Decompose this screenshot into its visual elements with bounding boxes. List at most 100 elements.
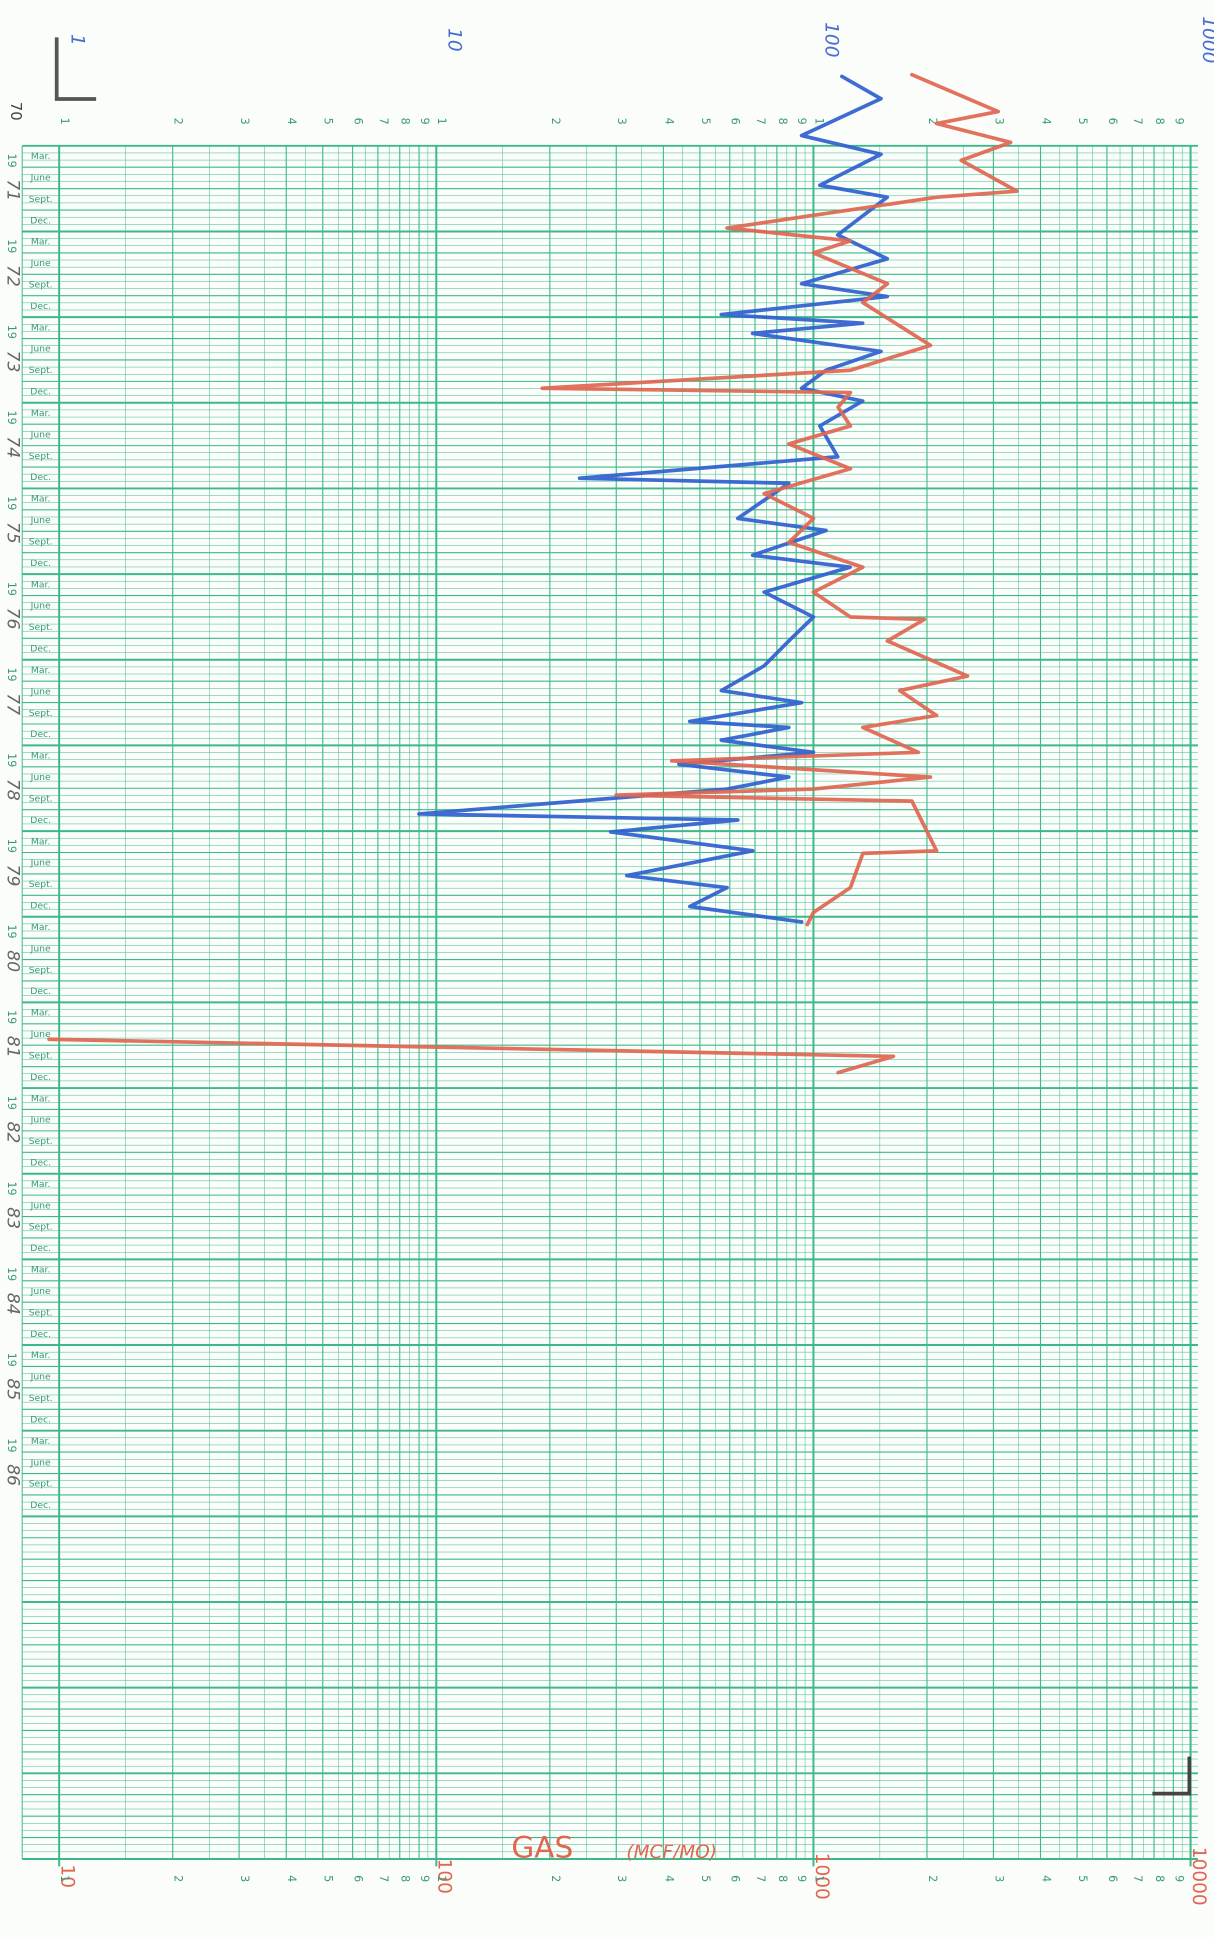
- month-label: Sept.: [29, 1479, 53, 1490]
- century-label: 19: [5, 924, 18, 938]
- month-label: Dec.: [30, 1158, 51, 1169]
- x-tick-label: 10: [444, 28, 465, 52]
- minor-tick-label: 8: [1153, 1875, 1166, 1882]
- century-label: 19: [5, 1181, 18, 1195]
- month-label: June: [30, 1372, 51, 1383]
- century-label: 19: [5, 411, 18, 425]
- month-label: Sept.: [29, 1136, 53, 1147]
- century-label: 19: [5, 496, 18, 510]
- corner-mark: [1152, 1756, 1192, 1796]
- minor-tick-label: 6: [352, 118, 365, 125]
- month-label: Mar.: [31, 408, 51, 419]
- year-label: 72: [2, 265, 22, 287]
- month-label: June: [30, 344, 51, 355]
- marks: [47, 72, 1019, 1075]
- century-label: 19: [5, 154, 18, 168]
- month-label: June: [30, 1029, 51, 1040]
- month-label: June: [30, 686, 51, 697]
- month-label: June: [30, 943, 51, 954]
- minor-tick-label: 4: [285, 1875, 298, 1882]
- month-label: Mar.: [31, 836, 51, 847]
- month-label: Mar.: [31, 922, 51, 933]
- century-label: 19: [5, 667, 18, 681]
- minor-tick-label: 7: [1131, 118, 1144, 125]
- minor-tick-label: 1: [812, 1875, 825, 1882]
- minor-tick-label: 3: [992, 1875, 1005, 1882]
- month-label: June: [30, 1457, 51, 1468]
- minor-tick-label: 3: [238, 1875, 251, 1882]
- minor-tick-label: 8: [1153, 118, 1166, 125]
- month-label: Dec.: [30, 1072, 51, 1083]
- month-label: Sept.: [29, 194, 53, 205]
- month-label: Dec.: [30, 1414, 51, 1425]
- minor-tick-label: 8: [399, 118, 412, 125]
- century-label: 19: [5, 753, 18, 767]
- month-label: Sept.: [29, 1393, 53, 1404]
- century-label: 19: [5, 239, 18, 253]
- month-label: Dec.: [30, 1329, 51, 1340]
- month-label: Dec.: [30, 472, 51, 483]
- x2-tick-label: 100: [434, 1859, 455, 1894]
- month-label: June: [30, 772, 51, 783]
- minor-tick-label: 6: [729, 1875, 742, 1882]
- month-label: Mar.: [31, 1008, 51, 1019]
- minor-tick-label: 1: [435, 1875, 448, 1882]
- year-label: 81: [2, 1036, 22, 1058]
- minor-tick-label: 8: [776, 118, 789, 125]
- month-label: June: [30, 429, 51, 440]
- month-label: Dec.: [30, 729, 51, 740]
- month-label: Dec.: [30, 387, 51, 398]
- minor-tick-label: 3: [238, 118, 251, 125]
- minor-tick-label: 8: [399, 1875, 412, 1882]
- century-label: 19: [5, 582, 18, 596]
- year-label: 79: [2, 864, 22, 886]
- minor-tick-label: 9: [795, 118, 808, 125]
- month-label: June: [30, 258, 51, 269]
- month-label: Dec.: [30, 644, 51, 655]
- month-label: Sept.: [29, 879, 53, 890]
- month-label: June: [30, 172, 51, 183]
- month-label: Mar.: [31, 1436, 51, 1447]
- year-label: 73: [2, 351, 22, 373]
- month-label: Sept.: [29, 280, 53, 291]
- minor-tick-label: 7: [377, 1875, 390, 1882]
- month-label: Sept.: [29, 1222, 53, 1233]
- month-label: Dec.: [30, 215, 51, 226]
- minor-tick-label: 3: [615, 1875, 628, 1882]
- month-label: Dec.: [30, 558, 51, 569]
- minor-tick-label: 9: [1172, 1875, 1185, 1882]
- month-label: Dec.: [30, 815, 51, 826]
- year-label: 74: [2, 436, 22, 458]
- year-label: 84: [2, 1293, 22, 1315]
- month-label: Sept.: [29, 365, 53, 376]
- month-label: Dec.: [30, 986, 51, 997]
- minor-tick-label: 4: [1039, 118, 1052, 125]
- year-label: 77: [2, 693, 22, 715]
- month-label: Dec.: [30, 1243, 51, 1254]
- x2-tick-label: 1000: [811, 1853, 832, 1900]
- x-tick-label: 1000: [1198, 16, 1214, 63]
- minor-tick-label: 9: [418, 118, 431, 125]
- minor-tick-label: 2: [926, 1875, 939, 1882]
- minor-tick-label: 5: [1076, 1875, 1089, 1882]
- minor-tick-label: 4: [1039, 1875, 1052, 1882]
- month-label: June: [30, 515, 51, 526]
- century-label: 19: [5, 839, 18, 853]
- minor-tick-label: 5: [699, 1875, 712, 1882]
- minor-tick-label: 3: [615, 118, 628, 125]
- year-label: 86: [2, 1464, 22, 1486]
- x-tick-label: 100: [821, 22, 842, 57]
- minor-tick-label: 6: [729, 118, 742, 125]
- year-label: 80: [2, 950, 22, 972]
- minor-tick-label: 1: [58, 1875, 71, 1882]
- minor-tick-label: 7: [377, 118, 390, 125]
- minor-tick-label: 7: [754, 1875, 767, 1882]
- month-label: Dec.: [30, 1500, 51, 1511]
- x2-tick-label: 10: [57, 1864, 78, 1888]
- minor-tick-label: 5: [322, 1875, 335, 1882]
- month-label: Sept.: [29, 451, 53, 462]
- month-label: Mar.: [31, 1179, 51, 1190]
